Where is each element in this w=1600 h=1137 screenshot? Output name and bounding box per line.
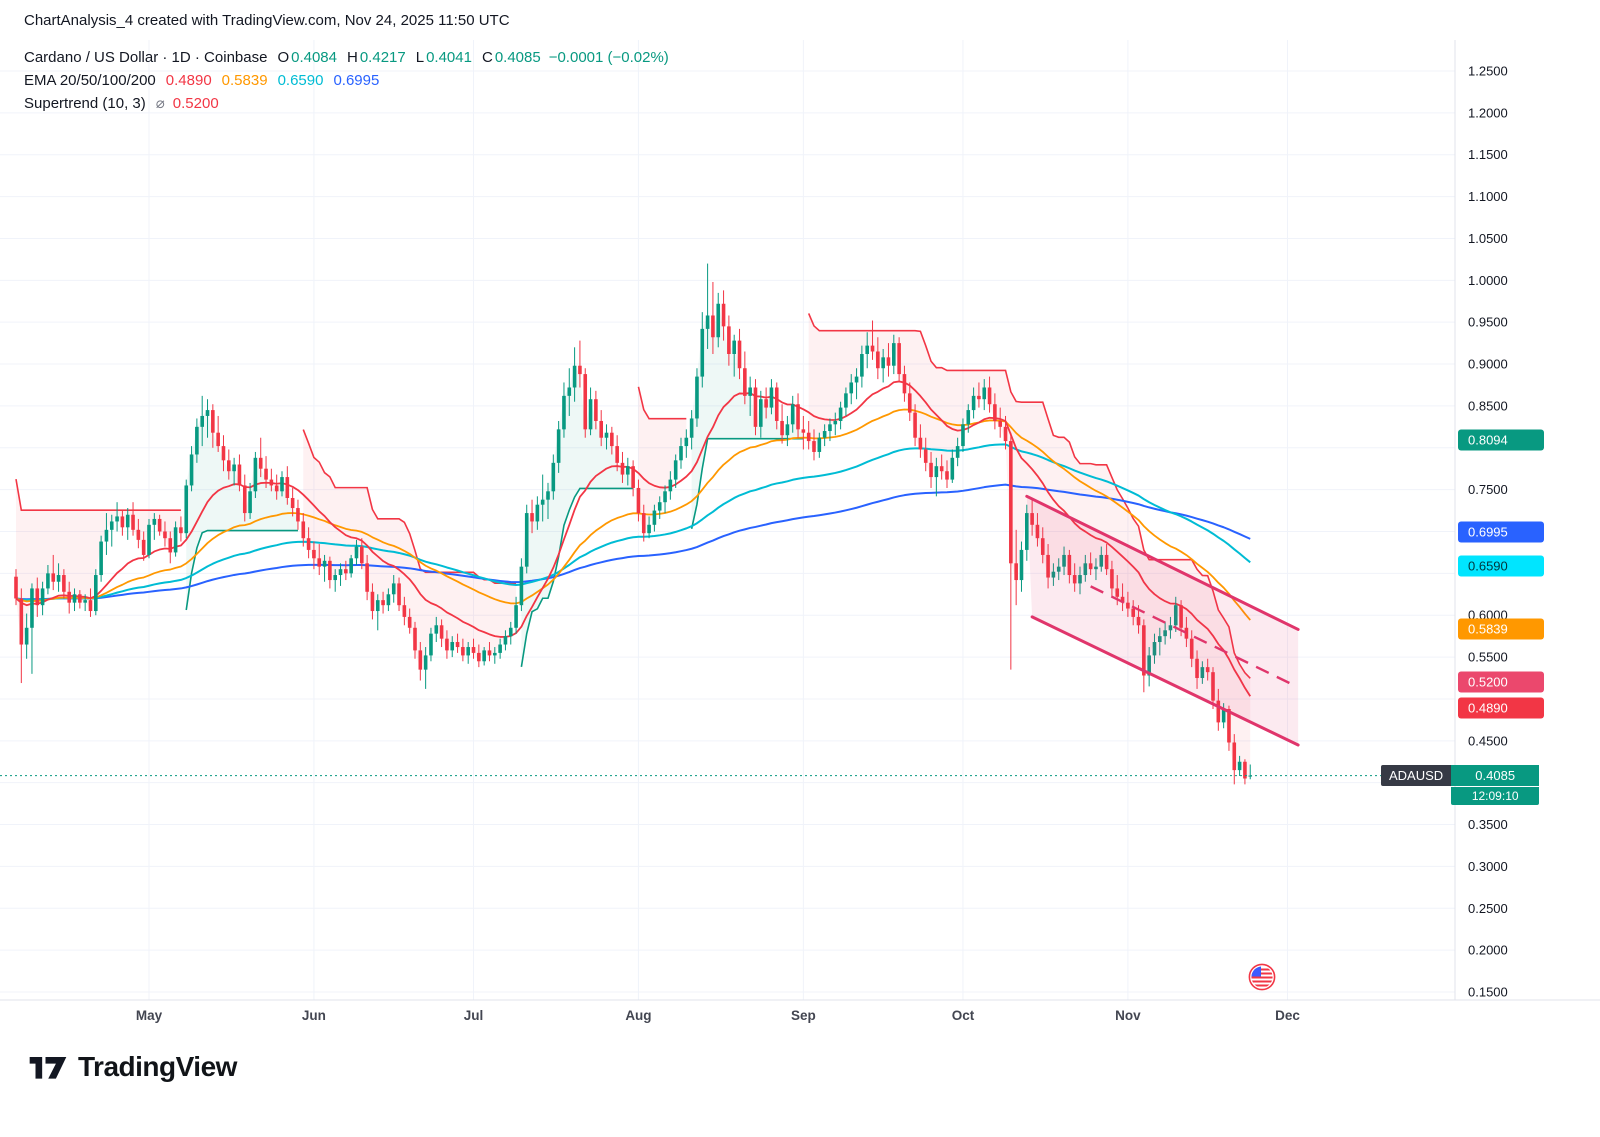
- svg-text:0.9500: 0.9500: [1468, 315, 1508, 330]
- tradingview-mark-icon: [29, 1057, 67, 1079]
- svg-text:0.1500: 0.1500: [1468, 984, 1508, 999]
- close-value: 0.4085: [494, 49, 541, 66]
- svg-text:Oct: Oct: [952, 1008, 975, 1023]
- supertrend-legend-row[interactable]: Supertrend (10, 3) ⌀ 0.5200: [24, 92, 669, 115]
- change-value: −0.0001 (−0.02%): [548, 49, 669, 66]
- open-value: 0.4084: [291, 49, 337, 66]
- svg-text:1.0000: 1.0000: [1468, 273, 1508, 288]
- price-badge-value: 0.4085: [1451, 764, 1540, 786]
- last-price-badge: ADAUSD 0.4085 12:09:10: [1381, 764, 1540, 805]
- svg-text:May: May: [136, 1008, 163, 1023]
- svg-text:Dec: Dec: [1275, 1008, 1300, 1023]
- us-flag-economic-event-icon[interactable]: [1248, 963, 1276, 991]
- svg-text:0.3000: 0.3000: [1468, 859, 1508, 874]
- last-price-row: ADAUSD 0.4085: [1381, 764, 1540, 786]
- svg-text:0.2500: 0.2500: [1468, 901, 1508, 916]
- header-title: ChartAnalysis_4 created with TradingView…: [24, 12, 510, 29]
- ohlc-low: L 0.4041: [416, 49, 472, 66]
- svg-text:Aug: Aug: [625, 1008, 651, 1023]
- ema100-value: 0.6590: [277, 72, 324, 89]
- axis-badge-ema100: 0.6590: [1458, 555, 1544, 577]
- open-label: O: [277, 49, 290, 66]
- symbol-legend-row[interactable]: Cardano / US Dollar · 1D · Coinbase O 0.40…: [24, 46, 669, 69]
- ema200-value: 0.6995: [333, 72, 380, 89]
- header-bar: ChartAnalysis_4 created with TradingView…: [0, 0, 1600, 40]
- supertrend-title[interactable]: Supertrend (10, 3): [24, 95, 146, 112]
- axis-badge-ema200: 0.6995: [1458, 521, 1544, 543]
- svg-text:1.2500: 1.2500: [1468, 64, 1508, 79]
- average-symbol: ⌀: [155, 95, 165, 112]
- svg-text:1.1500: 1.1500: [1468, 147, 1508, 162]
- ema-legend-row[interactable]: EMA 20/50/100/200 0.4890 0.5839 0.6590 0.699…: [24, 69, 669, 92]
- tradingview-wordmark: TradingView: [78, 1051, 237, 1082]
- svg-text:0.3500: 0.3500: [1468, 817, 1508, 832]
- svg-text:0.4500: 0.4500: [1468, 733, 1508, 748]
- svg-text:1.0500: 1.0500: [1468, 231, 1508, 246]
- svg-text:0.7500: 0.7500: [1468, 482, 1508, 497]
- svg-text:Sep: Sep: [791, 1008, 816, 1023]
- ema-title[interactable]: EMA 20/50/100/200: [24, 72, 156, 89]
- svg-text:1.1000: 1.1000: [1468, 189, 1508, 204]
- close-label: C: [481, 49, 493, 66]
- ema20-value: 0.4890: [165, 72, 212, 89]
- low-label: L: [415, 49, 425, 66]
- svg-text:0.9000: 0.9000: [1468, 357, 1508, 372]
- ohlc-high: H 0.4217: [347, 49, 406, 66]
- high-label: H: [347, 49, 358, 66]
- svg-text:0.8500: 0.8500: [1468, 398, 1508, 413]
- symbol-title[interactable]: Cardano / US Dollar · 1D · Coinbase: [24, 49, 268, 66]
- chart-legend: Cardano / US Dollar · 1D · Coinbase O 0.40…: [24, 46, 669, 115]
- ema50-value: 0.5839: [221, 72, 268, 89]
- price-badge-symbol: ADAUSD: [1381, 764, 1452, 786]
- svg-text:Jun: Jun: [302, 1008, 326, 1023]
- tradingview-logo[interactable]: TradingView: [28, 1050, 237, 1084]
- svg-text:0.2000: 0.2000: [1468, 943, 1508, 958]
- svg-text:Jul: Jul: [464, 1008, 484, 1023]
- svg-text:0.5500: 0.5500: [1468, 650, 1508, 665]
- supertrend-value: 0.5200: [172, 95, 219, 112]
- svg-text:1.2000: 1.2000: [1468, 105, 1508, 120]
- axis-badge-0-8094: 0.8094: [1458, 429, 1544, 451]
- axis-badge-ema20: 0.4890: [1458, 697, 1544, 719]
- high-value: 0.4217: [359, 49, 406, 66]
- price-badge-countdown: 12:09:10: [1451, 786, 1540, 805]
- ohlc-close: C 0.4085: [482, 49, 541, 66]
- ohlc-open: O 0.4084: [277, 49, 337, 66]
- svg-text:Nov: Nov: [1115, 1008, 1141, 1023]
- low-value: 0.4041: [426, 49, 472, 66]
- axis-badge-ema50: 0.5839: [1458, 618, 1544, 640]
- axis-badge-supertrend: 0.5200: [1458, 671, 1544, 693]
